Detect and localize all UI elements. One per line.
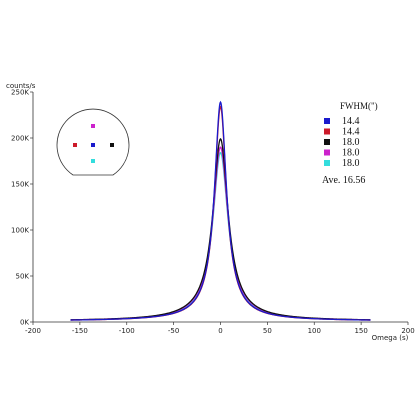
- legend-swatch: [324, 118, 330, 124]
- axes: 0K 50K 100K 150K 200K 250K -200 -150 -100 -50 0 50 1…: [11, 89, 415, 336]
- x-tick-label: -150: [72, 327, 88, 335]
- y-tick-label: 250K: [11, 89, 29, 97]
- wafer-point-left: [73, 143, 77, 147]
- wafer-point-right: [110, 143, 114, 147]
- legend-swatch: [324, 149, 330, 156]
- legend-swatch: [324, 139, 330, 145]
- y-axis-label: counts/s: [6, 82, 36, 90]
- legend-label: 18.0: [342, 137, 360, 148]
- x-tick-label: 200: [401, 327, 414, 335]
- series-line: [70, 100, 371, 321]
- wafer-inset: [56, 108, 130, 176]
- x-tick-label: -50: [168, 327, 179, 335]
- y-tick-label: 0K: [20, 319, 29, 327]
- legend-title: FWHM("): [340, 101, 378, 111]
- x-tick-label: -200: [25, 327, 41, 335]
- y-tick-label: 50K: [16, 273, 30, 281]
- x-tick-label: 50: [263, 327, 272, 335]
- y-tick-label: 200K: [11, 135, 29, 143]
- legend-label: 18.0: [342, 148, 360, 159]
- average-annotation: Ave. 16.56: [322, 175, 365, 186]
- legend-swatch: [324, 128, 330, 135]
- wafer-point-top: [91, 124, 95, 128]
- x-tick-label: 150: [354, 327, 367, 335]
- wafer-point-center: [91, 143, 95, 147]
- curves: [70, 100, 371, 321]
- legend-label: 14.4: [342, 116, 360, 127]
- x-tick-label: -100: [119, 327, 135, 335]
- x-tick-label: 100: [308, 327, 321, 335]
- legend-label: 14.4: [342, 127, 360, 138]
- wafer-outline: [56, 108, 130, 176]
- wafer-point-bottom: [91, 159, 95, 163]
- y-tick-label: 150K: [11, 181, 29, 189]
- legend-label: 18.0: [342, 158, 360, 169]
- legend-swatch: [324, 160, 330, 166]
- x-tick-label: 0: [218, 327, 222, 335]
- x-axis-label: Omega (s): [372, 334, 409, 342]
- y-tick-label: 100K: [11, 227, 29, 235]
